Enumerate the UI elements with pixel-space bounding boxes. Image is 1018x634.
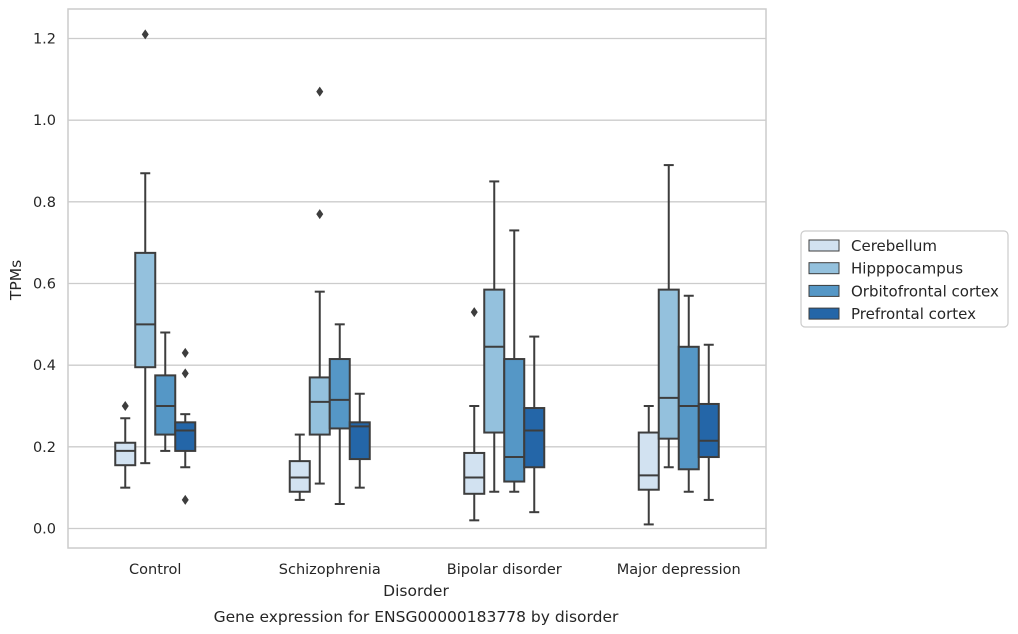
x-tick-label: Major depression [617,562,741,578]
outlier-point [181,368,189,379]
y-axis-label: TPMs [7,260,25,301]
legend: Cerebellum Hipppocampus Orbitofrontal cort… [800,230,1009,328]
box [134,251,157,369]
box [637,431,660,491]
box-2-0 [463,307,486,522]
box-2-2 [503,229,526,493]
outlier-point [141,29,149,40]
grid-lines [68,37,766,530]
y-tick-label: 1.2 [33,32,56,48]
legend-label: Cerebellum [851,237,937,255]
box-3-0 [637,405,660,526]
box [174,421,197,452]
box [483,288,506,434]
box-2-1 [483,180,506,493]
box-0-3 [174,347,197,505]
box-3-1 [657,164,680,469]
outlier-point [470,307,478,318]
box-1-3 [348,392,371,489]
x-tick-label: Schizophrenia [279,562,381,578]
box [308,376,331,436]
box [697,402,720,459]
box [463,451,486,495]
legend-swatch [808,262,840,275]
box-0-2 [154,331,177,452]
outlier-point [121,401,129,411]
outlier-point [181,494,189,505]
y-tick-label: 1.0 [33,113,56,129]
plot-area [67,8,767,549]
x-tick-label: Control [129,562,181,578]
y-tick-label: 0.0 [33,522,56,538]
box-1-0 [288,433,311,501]
box-0-1 [134,29,157,465]
legend-frame [800,230,1009,328]
y-tick-label: 0.6 [33,277,56,293]
y-tick-label: 0.8 [33,195,56,211]
box [154,374,177,436]
box-3-3 [697,343,720,501]
box [328,358,351,430]
chart-title: Gene expression for ENSG00000183778 by d… [214,608,619,626]
box [677,345,700,471]
y-tick-label: 0.4 [33,358,56,374]
box-3-2 [677,294,700,493]
box-1-2 [328,323,351,505]
x-tick-label: Bipolar disorder [447,562,562,578]
outlier-point [181,347,189,358]
outlier-point [316,86,324,97]
box [288,460,311,493]
box [348,421,371,461]
outlier-point [316,209,324,220]
legend-swatch [808,307,840,320]
x-axis-label: Disorder [383,582,449,600]
x-tick-labels: Control Schizophrenia Bipolar disorder Majo… [129,562,741,578]
box [657,288,680,440]
box [114,441,137,467]
legend-swatch [808,239,840,252]
legend-swatch [808,284,840,297]
y-tick-label: 0.2 [33,440,56,456]
y-tick-labels: 0.0 0.2 0.4 0.6 0.8 1.0 1.2 [33,32,56,538]
legend-label: Hipppocampus [851,260,963,278]
box [523,407,546,469]
box-1-1 [308,86,331,485]
box-2-3 [523,335,546,514]
box-series [114,29,720,526]
box [503,358,526,483]
legend-label: Orbitofrontal cortex [851,282,999,300]
legend-label: Prefrontal cortex [851,305,976,323]
box-0-0 [114,401,137,489]
